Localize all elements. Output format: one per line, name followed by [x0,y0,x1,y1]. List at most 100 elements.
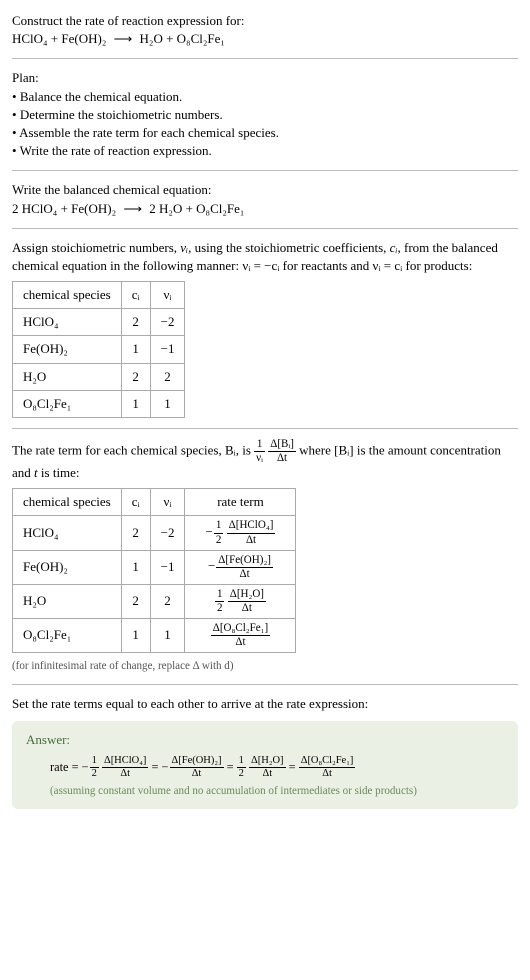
table-header-row: chemical species cᵢ νᵢ rate term [13,489,296,516]
text: , using the stoichiometric coefficients, [188,240,390,255]
rate-lead: rate = [50,760,82,774]
eq-arrow: ⟶ [110,30,137,48]
cell-nu: 1 [150,618,185,652]
numerator: 1 [90,756,99,769]
cell-nu: −1 [150,550,185,584]
numerator: 1 [237,756,246,769]
numerator: Δ[O₈Cl₂Fe₁] [211,623,270,636]
cell-rate-term: −12 Δ[HClO₄]Δt [185,516,296,550]
term: 12 Δ[H₂O]Δt [237,760,286,774]
numerator: 1 [215,589,225,602]
table-row: HClO₄ 2 −2 [13,309,185,336]
text: The rate term for each chemical species,… [12,443,254,458]
cell-c: 1 [121,336,150,363]
cell-rate-term: Δ[O₈Cl₂Fe₁]Δt [185,618,296,652]
delta-frac: Δ[H₂O]Δt [228,589,266,614]
frac-dB-dt: Δ[Bᵢ] Δt [268,439,296,464]
table-row: HClO₄ 2 −2 −12 Δ[HClO₄]Δt [13,516,296,550]
eq-products: H₂O + O₈Cl₂Fe₁ [140,31,225,46]
prompt-line1: Construct the rate of reaction expressio… [12,12,518,30]
delta-frac: Δ[O₈Cl₂Fe₁]Δt [299,756,356,780]
table-row: O₈Cl₂Fe₁ 1 1 Δ[O₈Cl₂Fe₁]Δt [13,618,296,652]
denominator: Δt [268,452,296,464]
denominator: Δt [211,636,270,648]
denominator: 2 [215,602,225,614]
delta-frac: Δ[Fe(OH)₂]Δt [170,756,224,780]
balanced-title: Write the balanced chemical equation: [12,181,518,199]
answer-note: (assuming constant volume and no accumul… [26,784,504,799]
col-header: νᵢ [150,489,185,516]
text: Assign stoichiometric numbers, [12,240,180,255]
cell-species: Fe(OH)₂ [13,550,122,584]
denominator: Δt [170,768,224,780]
numerator: Δ[HClO₄] [102,756,148,769]
numerator: Δ[Fe(OH)₂] [216,555,273,568]
table-row: H₂O 2 2 [13,363,185,390]
plan-item: Assemble the rate term for each chemical… [12,124,518,142]
eq-products: 2 H₂O + O₈Cl₂Fe₁ [149,201,244,216]
cell-c: 2 [121,309,150,336]
table-header-row: chemical species cᵢ νᵢ [13,282,185,309]
assign-text: Assign stoichiometric numbers, νᵢ, using… [12,239,518,275]
cell-nu: −2 [150,516,185,550]
sign: − [206,524,214,539]
divider [12,428,518,429]
divider [12,228,518,229]
delta-frac: Δ[Fe(OH)₂]Δt [216,555,273,580]
denominator: Δt [227,534,276,546]
denominator: 2 [237,768,246,780]
term: Δ[O₈Cl₂Fe₁]Δt [299,760,356,774]
denominator: Δt [249,768,286,780]
sign: − [82,760,90,774]
plan-title: Plan: [12,69,518,87]
denominator: 2 [214,534,224,546]
numerator: Δ[Bᵢ] [268,439,296,452]
text: for reactants and [279,258,372,273]
relation: νᵢ = −cᵢ [242,258,279,273]
cell-c: 1 [121,550,150,584]
numerator: Δ[Fe(OH)₂] [170,756,224,769]
denominator: 2 [90,768,99,780]
cell-c: 2 [121,363,150,390]
cell-species: HClO₄ [13,516,122,550]
sign: − [208,558,216,573]
cell-nu: 1 [150,390,185,417]
c-i: cᵢ [390,240,398,255]
eq-sep: = [151,760,161,774]
cell-species: HClO₄ [13,309,122,336]
denominator: Δt [216,568,273,580]
coef-frac: 12 [237,756,246,780]
cell-c: 1 [121,390,150,417]
plan-section: Plan: Balance the chemical equation. Det… [12,69,518,160]
term: −12 Δ[HClO₄]Δt [82,760,149,774]
rate-table-note: (for infinitesimal rate of change, repla… [12,659,518,674]
text: for products: [402,258,472,273]
numerator: 1 [214,520,224,533]
cell-species: O₈Cl₂Fe₁ [13,618,122,652]
cell-species: Fe(OH)₂ [13,336,122,363]
cell-species: H₂O [13,363,122,390]
coef-frac: 12 [215,589,225,614]
cell-c: 1 [121,618,150,652]
table-row: Fe(OH)₂ 1 −1 [13,336,185,363]
numerator: Δ[HClO₄] [227,520,276,533]
rate-table: chemical species cᵢ νᵢ rate term HClO₄ 2… [12,488,296,653]
delta-frac: Δ[O₈Cl₂Fe₁]Δt [211,623,270,648]
answer-label: Answer: [26,731,504,749]
cell-nu: −2 [150,309,185,336]
cell-species: O₈Cl₂Fe₁ [13,390,122,417]
text: is time: [38,465,80,480]
relation: νᵢ = cᵢ [373,258,403,273]
eq-reactants: 2 HClO₄ + Fe(OH)₂ [12,201,116,216]
delta-frac: Δ[H₂O]Δt [249,756,286,780]
numerator: Δ[O₈Cl₂Fe₁] [299,756,356,769]
denominator: νᵢ [254,452,265,464]
prompt-section: Construct the rate of reaction expressio… [12,12,518,48]
delta-frac: Δ[HClO₄]Δt [102,756,148,780]
eq-sep: = [227,760,237,774]
answer-box: Answer: rate = −12 Δ[HClO₄]Δt = − Δ[Fe(OH… [12,721,518,809]
divider [12,58,518,59]
col-header: cᵢ [121,282,150,309]
eq-reactants: HClO₄ + Fe(OH)₂ [12,31,106,46]
numerator: 1 [254,439,265,452]
